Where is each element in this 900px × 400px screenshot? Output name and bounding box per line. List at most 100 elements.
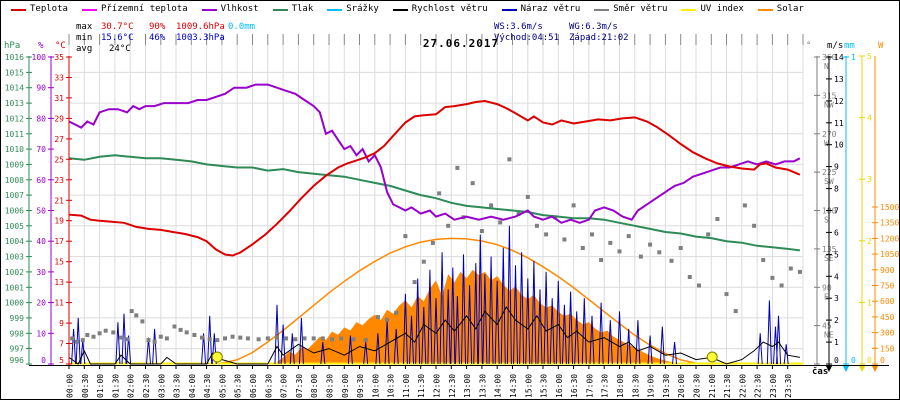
wind-direction-dot [200,335,204,340]
wind-direction-dot [320,336,325,341]
axis-uv: 0 1 2 3 4 5 [859,52,872,372]
gust-spike [75,317,81,365]
gust-spike [402,293,408,365]
axis-tick-label: 10 [36,329,46,338]
axis-tick-label: 0 [41,356,46,365]
gust-spike [274,304,280,365]
x-axis-tick-label: 18:00 [616,374,625,398]
axis-tick-label: 5 [59,356,64,365]
axis-tick-label: 600 [880,297,895,306]
wind-direction-dot [125,337,130,342]
wind-direction-dot [178,327,183,332]
gust-spike [467,285,473,365]
wind-direction-dot [788,266,793,271]
gust-spike [461,254,467,365]
axis-tick-label: 1003 [5,253,24,262]
axis-tick-label: 1014 [5,84,24,93]
gust-spike [581,298,587,365]
wind-direction-dot [544,232,549,237]
wind-direction-dot [648,242,653,247]
x-axis-tick-label: 09:00 [341,374,350,398]
axis-tick-label: 1200 [880,234,899,243]
gust-spike [766,300,772,365]
legend-label: Teplota [30,4,68,14]
x-axis-tick-label: 00:00 [66,374,75,398]
axis-tick-label: 20 [36,299,46,308]
x-axis-tick-label: 11:30 [417,374,426,398]
wind-direction-dot [669,258,674,263]
gust-spike [672,342,678,365]
gust-spike [519,252,525,365]
axis-tick-label: 80 [36,114,46,123]
wind-direction-dot [172,324,177,329]
x-axis-tick-label: 11:00 [402,374,411,398]
wind-direction-dot [498,220,503,225]
axis-tick-label: 5 [834,250,839,259]
gust-spike [525,278,531,365]
axis-tick-label: 31 [54,94,64,103]
x-axis-tick-label: 15:00 [524,374,533,398]
x-axis-tick-label: 05:30 [234,374,243,398]
gust-spike [482,274,488,365]
axis-tick-label: 1009 [5,160,24,169]
x-axis-tick-label: 07:30 [295,374,304,398]
axis-tick-label: 2 [867,237,872,246]
legend-label: UV index [700,4,744,14]
axis-tick-label: 998 [10,329,25,338]
axis-header: % [38,41,44,51]
axis-tick-label: 11 [834,119,844,128]
axis-dir-letter: N [824,62,829,71]
axis-header: W [878,41,884,51]
wind-direction-dot [207,337,212,342]
wind-direction-dot [302,336,307,341]
wind-direction-dot [599,258,604,262]
wind-gust-stat: WG:6.3m/s [569,22,618,32]
axis-tick-label: 40 [36,237,46,246]
x-axis-tick-label: 21:00 [708,374,717,398]
axis-tick-label: 14 [834,53,844,62]
gust-spike [347,335,353,365]
wind-direction-dot [687,275,692,279]
wind-direction-dot [394,310,399,315]
legend-color-dash [201,8,217,11]
wind-direction-dot [184,330,189,335]
axis-tick-label: 6 [834,228,839,237]
sunset-time: Západ:21:02 [569,33,629,43]
axis-tick-label: 1 [867,298,872,307]
axis-tick-label: 9 [834,163,839,172]
axis-tick-label: 300 [880,329,895,338]
legend-label: Tlak [291,4,314,14]
x-axis-tick-label: 04:30 [203,374,212,398]
gust-spike [488,256,494,365]
gust-spike [531,260,537,365]
wind-direction-dot [103,328,108,333]
wind-direction-dot [525,194,530,199]
wind-direction-dot [256,337,261,342]
wind-direction-dot [146,338,151,343]
axis-mm: 0 1 mm [843,41,856,372]
wind-direction-dot [363,338,368,343]
axis-tick-label: 900 [880,266,895,275]
wind-direction-dot [403,234,408,239]
legend-label: Rychlost větru [411,4,488,14]
legend-color-dash [327,8,343,11]
gust-spike [289,333,295,365]
gust-spike [561,304,567,365]
axis-tick-label: 29 [54,114,64,123]
min-label: min [76,33,93,43]
wind-direction-dot [697,283,701,288]
wind-direction-dot [761,258,766,262]
x-axis-tick-label: 05:00 [218,374,227,398]
axis-tick-label: 450 [880,313,895,322]
legend-color-dash [81,8,97,11]
avg-temperature: 24°C [109,44,131,54]
axis-tick-label: 0 [867,356,872,365]
axis-tick-label: 1013 [5,99,24,108]
axis-tick-label: 7 [834,207,839,216]
axis-tick-label: 23 [54,176,64,185]
x-axis-tick-label: 22:30 [754,374,763,398]
axis-tick-label: 15 [54,258,64,267]
wind-direction-dot [489,203,494,208]
wind-direction-dot [455,165,460,170]
wind-row: WS:3.6m/s WG:6.3m/s [494,22,714,33]
